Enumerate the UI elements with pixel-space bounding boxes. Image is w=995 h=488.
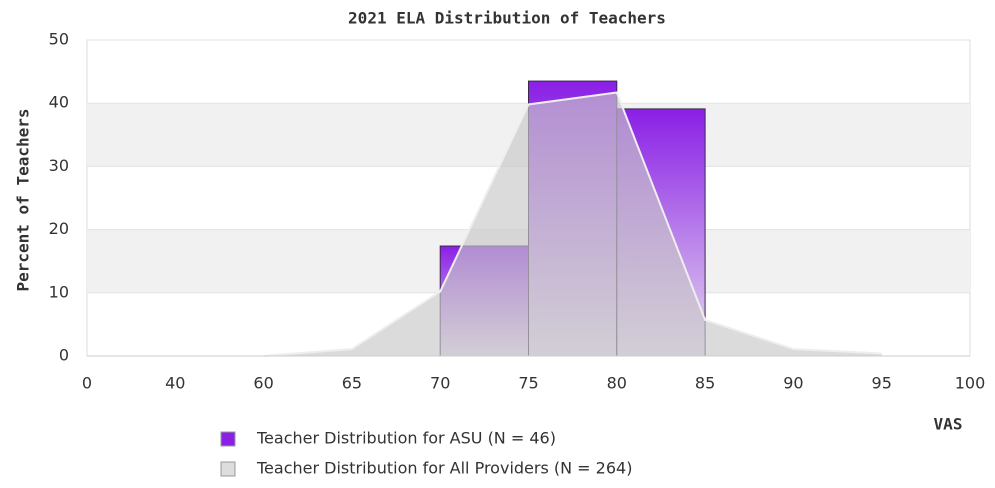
x-axis-label: VAS bbox=[934, 415, 963, 434]
y-tick-label: 0 bbox=[59, 346, 69, 365]
x-tick-label: 90 bbox=[783, 374, 803, 393]
x-tick-label: 75 bbox=[518, 374, 538, 393]
x-tick-label: 40 bbox=[165, 374, 185, 393]
y-axis-label: Percent of Teachers bbox=[14, 108, 33, 291]
legend-label: Teacher Distribution for ASU (N = 46) bbox=[256, 429, 556, 448]
y-tick-label: 10 bbox=[49, 282, 69, 301]
x-tick-label: 80 bbox=[607, 374, 627, 393]
y-tick-label: 20 bbox=[49, 219, 69, 238]
area bbox=[263, 92, 882, 357]
legend-label: Teacher Distribution for All Providers (… bbox=[256, 459, 632, 478]
x-tick-label: 60 bbox=[253, 374, 273, 393]
line bbox=[263, 91, 882, 357]
x-tick-label: 65 bbox=[342, 374, 362, 393]
x-tick-label: 100 bbox=[955, 374, 986, 393]
x-tick-label: 0 bbox=[82, 374, 92, 393]
x-tick-label: 85 bbox=[695, 374, 715, 393]
legend-swatch bbox=[220, 431, 236, 447]
x-tick-label: 70 bbox=[430, 374, 450, 393]
legend-swatch bbox=[220, 461, 236, 477]
chart-title: 2021 ELA Distribution of Teachers bbox=[348, 9, 666, 28]
y-tick-label: 50 bbox=[49, 30, 69, 49]
y-tick-label: 30 bbox=[49, 156, 69, 175]
x-tick-label: 95 bbox=[872, 374, 892, 393]
y-tick-label: 40 bbox=[49, 93, 69, 112]
